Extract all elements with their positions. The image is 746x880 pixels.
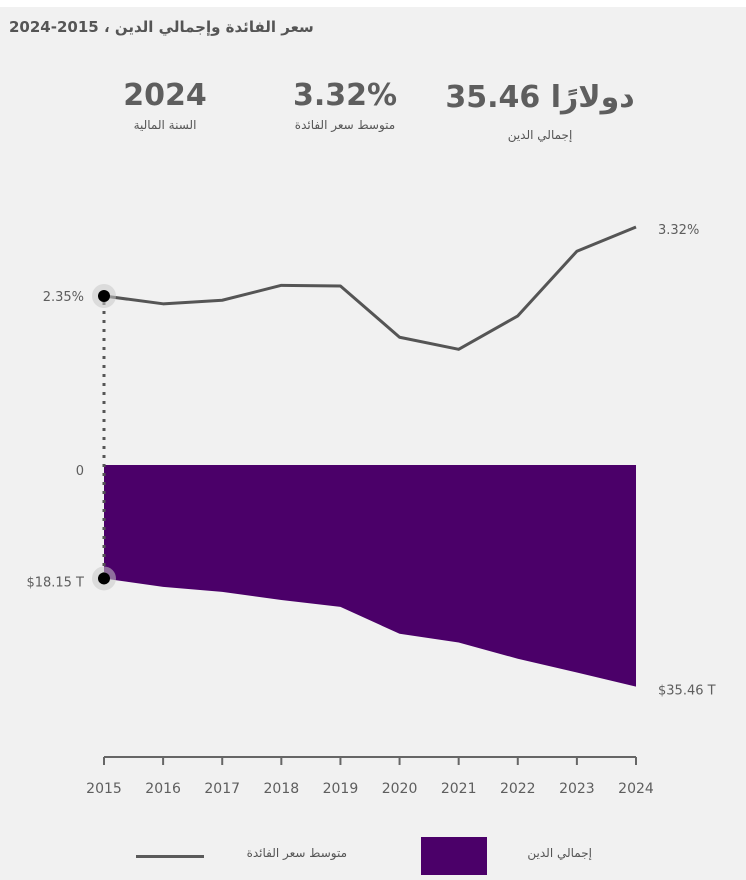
- kpi-fiscal-year: 2024 السنة المالية: [105, 78, 225, 132]
- rate-end-label: 3.32%: [658, 223, 699, 238]
- rate-start-marker: [98, 290, 110, 302]
- legend-line-swatch: [136, 855, 204, 858]
- x-tick-label: 2018: [264, 781, 300, 797]
- kpi-total-debt: دولارًا 35.46 إجمالي الدين: [430, 80, 650, 142]
- x-tick-label: 2019: [323, 781, 359, 797]
- legend-line-label: متوسط سعر الفائدة: [246, 846, 347, 860]
- x-tick-label: 2017: [204, 781, 240, 797]
- x-tick-label: 2024: [618, 781, 654, 797]
- chart-panel: [0, 7, 746, 880]
- rate-line: [103, 225, 637, 351]
- kpi-fiscal-year-label: السنة المالية: [133, 118, 197, 132]
- kpi-avg-rate-value: 3.32%: [292, 78, 398, 113]
- legend-area-swatch: [421, 837, 487, 875]
- x-tick-label: 2023: [559, 781, 595, 797]
- debt-start-label: $18.15 T: [26, 575, 84, 590]
- debt-start-marker: [98, 572, 110, 585]
- kpi-fiscal-year-value: 2024: [123, 78, 207, 113]
- chart-title: سعر الفائدة وإجمالي الدين ، 2015-2024: [9, 18, 314, 36]
- x-tick-label: 2020: [382, 781, 418, 797]
- x-tick-label: 2016: [145, 781, 181, 797]
- x-tick-label: 2021: [441, 781, 477, 797]
- kpi-total-debt-value: دولارًا 35.46: [445, 80, 635, 115]
- debt-area: [104, 465, 636, 687]
- x-tick-label: 2015: [86, 781, 122, 797]
- kpi-total-debt-label: إجمالي الدين: [507, 128, 573, 142]
- rate-start-label: 2.35%: [43, 290, 84, 305]
- kpi-avg-rate: 3.32% متوسط سعر الفائدة: [270, 78, 420, 132]
- debt-end-label: $35.46 T: [658, 684, 716, 699]
- legend-area-label: إجمالي الدين: [527, 846, 592, 860]
- x-tick-label: 2022: [500, 781, 536, 797]
- zero-label: 0: [76, 464, 84, 479]
- kpi-avg-rate-label: متوسط سعر الفائدة: [294, 118, 396, 132]
